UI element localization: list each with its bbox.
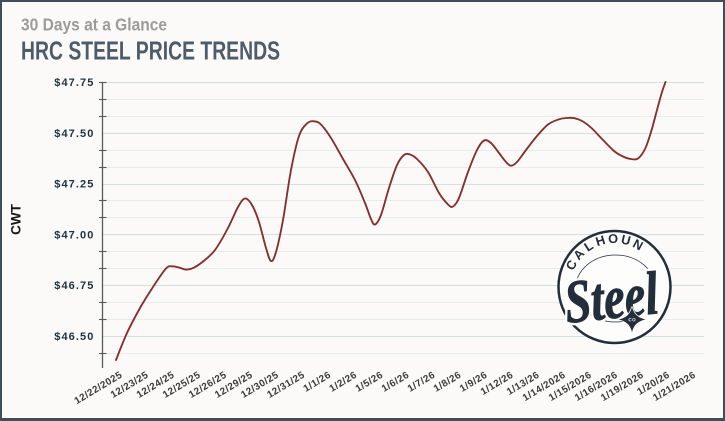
svg-text:$47.00: $47.00 (54, 229, 94, 241)
svg-text:$46.50: $46.50 (54, 331, 94, 343)
svg-text:$47.25: $47.25 (54, 179, 94, 191)
svg-text:$47.75: $47.75 (54, 77, 94, 89)
svg-text:$47.50: $47.50 (54, 128, 94, 140)
svg-text:$46.75: $46.75 (54, 280, 94, 292)
svg-text:HRC STEEL PRICE TRENDS: HRC STEEL PRICE TRENDS (21, 38, 280, 66)
svg-text:CWT: CWT (9, 203, 24, 234)
svg-text:30 Days at a Glance: 30 Days at a Glance (21, 14, 167, 34)
